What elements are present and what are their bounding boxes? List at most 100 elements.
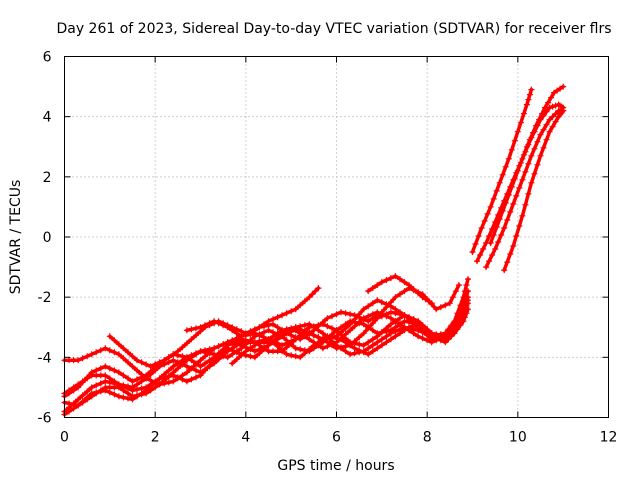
data-point-marker: [531, 145, 538, 152]
data-point-marker: [545, 99, 552, 106]
data-point-marker: [552, 110, 559, 117]
data-point-marker: [111, 337, 118, 344]
data-point-marker: [156, 375, 163, 382]
data-point-marker: [220, 322, 227, 329]
data-point-marker: [455, 282, 462, 289]
data-point-marker: [351, 345, 358, 352]
data-point-marker: [301, 350, 308, 357]
data-point-marker: [351, 312, 358, 319]
data-point-marker: [120, 372, 127, 379]
data-point-marker: [84, 394, 91, 401]
data-point-marker: [84, 374, 91, 381]
data-point-marker: [378, 342, 385, 349]
data-point-marker: [329, 341, 335, 348]
data-point-marker: [523, 101, 530, 108]
data-point-marker: [437, 304, 444, 311]
data-point-marker: [193, 332, 199, 339]
data-point-marker: [333, 335, 340, 342]
data-point-marker: [183, 378, 190, 385]
data-point-marker: [410, 316, 417, 323]
y-tick-label: 6: [43, 50, 52, 66]
data-point-marker: [93, 349, 100, 356]
data-point-marker: [419, 294, 426, 301]
data-point-marker: [261, 321, 267, 328]
data-point-marker: [179, 376, 186, 383]
data-point-marker: [392, 306, 399, 313]
data-point-marker: [454, 319, 461, 326]
data-point-marker: [475, 233, 482, 239]
series-track-10: [229, 321, 422, 367]
data-point-marker: [170, 372, 177, 379]
data-point-marker: [465, 288, 471, 295]
data-point-marker: [356, 341, 363, 348]
data-point-marker: [537, 131, 544, 138]
data-point-marker: [292, 324, 299, 331]
x-tick-label: 6: [332, 430, 341, 446]
data-point-marker: [288, 325, 295, 332]
data-point-marker: [387, 321, 394, 328]
data-point-marker: [540, 144, 547, 151]
data-point-marker: [522, 168, 529, 175]
data-point-marker: [106, 347, 113, 354]
data-point-marker: [347, 327, 354, 334]
data-point-marker: [233, 338, 240, 345]
data-point-marker: [97, 347, 104, 354]
data-point-marker: [365, 345, 372, 352]
data-point-marker: [283, 330, 290, 337]
data-point-marker: [242, 348, 249, 355]
axis-ticks: 0 2 4 6 8 10 12 -6 -4 -2 0 2 4 6: [38, 50, 618, 446]
y-axis-label: SDTVAR / TECUs: [8, 180, 24, 295]
data-point-marker: [84, 353, 91, 360]
data-point-marker: [369, 285, 376, 292]
y-tick-label: 4: [43, 110, 52, 126]
data-point-marker: [452, 288, 459, 295]
data-point-marker: [356, 314, 363, 321]
data-point-marker: [499, 171, 506, 178]
data-point-marker: [75, 396, 82, 403]
series-trace: [502, 108, 565, 272]
data-point-marker: [351, 338, 358, 345]
data-point-marker: [66, 390, 72, 397]
data-point-marker: [457, 314, 464, 321]
series-track-11: [469, 86, 535, 255]
data-point-marker: [533, 122, 539, 129]
data-point-marker: [261, 329, 267, 336]
data-point-marker: [129, 396, 136, 403]
data-point-marker: [484, 210, 491, 217]
data-point-marker: [419, 335, 426, 342]
data-point-marker: [147, 363, 154, 370]
data-point-marker: [106, 389, 113, 396]
data-point-marker: [433, 337, 440, 344]
data-point-marker: [224, 324, 231, 331]
data-point-marker: [229, 360, 236, 367]
data-point-marker: [270, 333, 276, 340]
data-point-marker: [347, 342, 354, 349]
x-tick-label: 10: [509, 430, 527, 446]
data-point-marker: [410, 286, 417, 293]
series-track-9: [365, 273, 435, 307]
data-point-marker: [329, 334, 335, 341]
data-point-marker: [365, 325, 372, 332]
data-point-marker: [486, 233, 493, 239]
data-point-marker: [197, 363, 204, 370]
data-point-marker: [508, 146, 515, 153]
data-point-marker: [480, 246, 487, 252]
data-point-marker: [365, 288, 372, 295]
data-point-marker: [397, 309, 403, 316]
series-trace: [470, 87, 534, 254]
data-point-marker: [486, 258, 493, 265]
data-point-marker: [505, 191, 512, 198]
data-point-marker: [251, 342, 258, 349]
data-point-marker: [256, 350, 263, 357]
data-point-marker: [224, 354, 231, 361]
data-point-marker: [451, 324, 458, 331]
data-point-marker: [490, 232, 497, 238]
data-point-marker: [445, 336, 452, 343]
data-point-marker: [297, 302, 304, 309]
data-point-marker: [251, 348, 258, 355]
data-point-marker: [534, 161, 541, 168]
data-point-marker: [392, 318, 399, 325]
data-point-marker: [392, 333, 399, 340]
data-point-marker: [220, 346, 227, 353]
data-point-marker: [170, 363, 177, 370]
